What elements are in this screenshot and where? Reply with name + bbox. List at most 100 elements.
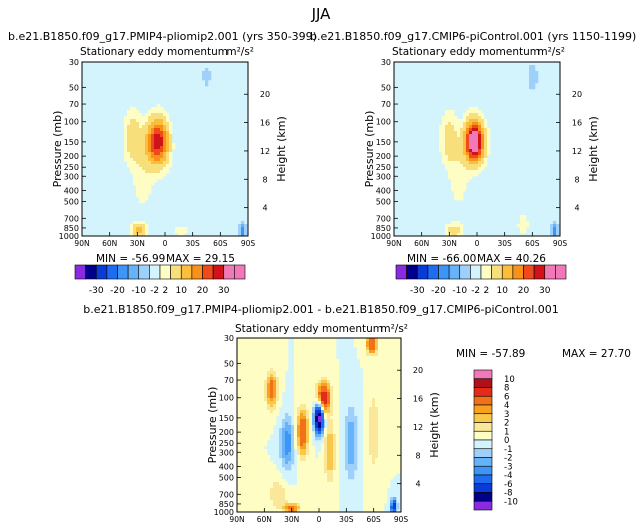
contour-cell [390, 341, 394, 345]
contour-cell [264, 482, 268, 486]
contour-cell [457, 146, 461, 150]
contour-cell [351, 473, 355, 477]
contour-cell [327, 443, 331, 447]
contour-cell [384, 386, 388, 390]
contour-cell [285, 350, 289, 354]
contour-cell [237, 359, 241, 363]
contour-cell [445, 119, 449, 123]
contour-cell [363, 452, 367, 456]
contour-cell [363, 476, 367, 480]
contour-cell [130, 152, 134, 156]
contour-cell [472, 107, 476, 111]
contour-cell [369, 506, 373, 510]
contour-cell [384, 365, 388, 369]
contour-cell [142, 143, 146, 147]
y-axis-label: Pressure (mb) [206, 387, 219, 464]
contour-cell [145, 158, 149, 162]
contour-cell [270, 473, 274, 477]
contour-cell [300, 446, 304, 450]
contour-cell [300, 452, 304, 456]
contour-cell [244, 230, 248, 234]
contour-cell [333, 338, 337, 342]
contour-cell [151, 140, 155, 144]
contour-cell [270, 425, 274, 429]
contour-cell [240, 500, 244, 504]
contour-cell [243, 476, 247, 480]
contour-cell [387, 485, 391, 489]
contour-cell [285, 416, 289, 420]
contour-cell [457, 137, 461, 141]
contour-cell [336, 428, 340, 432]
contour-cell [240, 401, 244, 405]
contour-cell [291, 428, 295, 432]
contour-cell [258, 341, 262, 345]
contour-cell [297, 344, 301, 348]
contour-cell [279, 401, 283, 405]
contour-cell [387, 353, 391, 357]
contour-cell [451, 131, 455, 135]
pressure-tick-label: 250 [64, 163, 79, 172]
contour-cell [270, 344, 274, 348]
contour-cell [478, 146, 482, 150]
contour-cell [330, 428, 334, 432]
contour-cell [306, 350, 310, 354]
contour-cell [246, 413, 250, 417]
contour-cell [333, 449, 337, 453]
contour-cell [529, 74, 533, 78]
contour-cell [312, 362, 316, 366]
contour-cell [324, 452, 328, 456]
contour-cell [553, 230, 557, 234]
contour-cell [393, 440, 397, 444]
contour-cell [237, 341, 241, 345]
contour-cell [249, 428, 253, 432]
lat-tick-label: 60S [525, 239, 540, 248]
contour-cell [139, 116, 143, 120]
contour-cell [270, 353, 274, 357]
contour-cell [300, 410, 304, 414]
contour-cell [321, 452, 325, 456]
contour-cell [133, 107, 137, 111]
contour-cell [136, 113, 140, 117]
contour-cell [249, 377, 253, 381]
contour-cell [381, 452, 385, 456]
contour-cell [330, 479, 334, 483]
contour-cell [460, 134, 464, 138]
contour-cell [258, 479, 262, 483]
contour-cell [249, 470, 253, 474]
contour-cell [306, 467, 310, 471]
contour-cell [448, 230, 452, 234]
contour-cell [457, 221, 461, 225]
contour-cell [163, 167, 167, 171]
contour-cell [333, 380, 337, 384]
contour-cell [243, 395, 247, 399]
contour-cell [252, 419, 256, 423]
contour-cell [375, 455, 379, 459]
contour-cell [312, 497, 316, 501]
contour-cell [363, 410, 367, 414]
contour-cell [318, 341, 322, 345]
contour-cell [321, 443, 325, 447]
contour-cell [345, 434, 349, 438]
contour-cell [478, 140, 482, 144]
contour-cell [127, 137, 131, 141]
contour-cell [451, 170, 455, 174]
contour-cell [279, 443, 283, 447]
contour-cell [148, 164, 152, 168]
panel-a-units: m²/s² [226, 46, 254, 58]
contour-cell [255, 461, 259, 465]
contour-cell [372, 380, 376, 384]
contour-cell [261, 380, 265, 384]
contour-cell [294, 380, 298, 384]
contour-cell [261, 389, 265, 393]
contour-cell [240, 344, 244, 348]
contour-cell [255, 425, 259, 429]
contour-cell [291, 443, 295, 447]
contour-cell [160, 158, 164, 162]
contour-cell [294, 356, 298, 360]
contour-cell [264, 347, 268, 351]
contour-cell [303, 407, 307, 411]
contour-cell [336, 437, 340, 441]
contour-cell [255, 437, 259, 441]
contour-cell [252, 437, 256, 441]
contour-cell [139, 233, 143, 236]
